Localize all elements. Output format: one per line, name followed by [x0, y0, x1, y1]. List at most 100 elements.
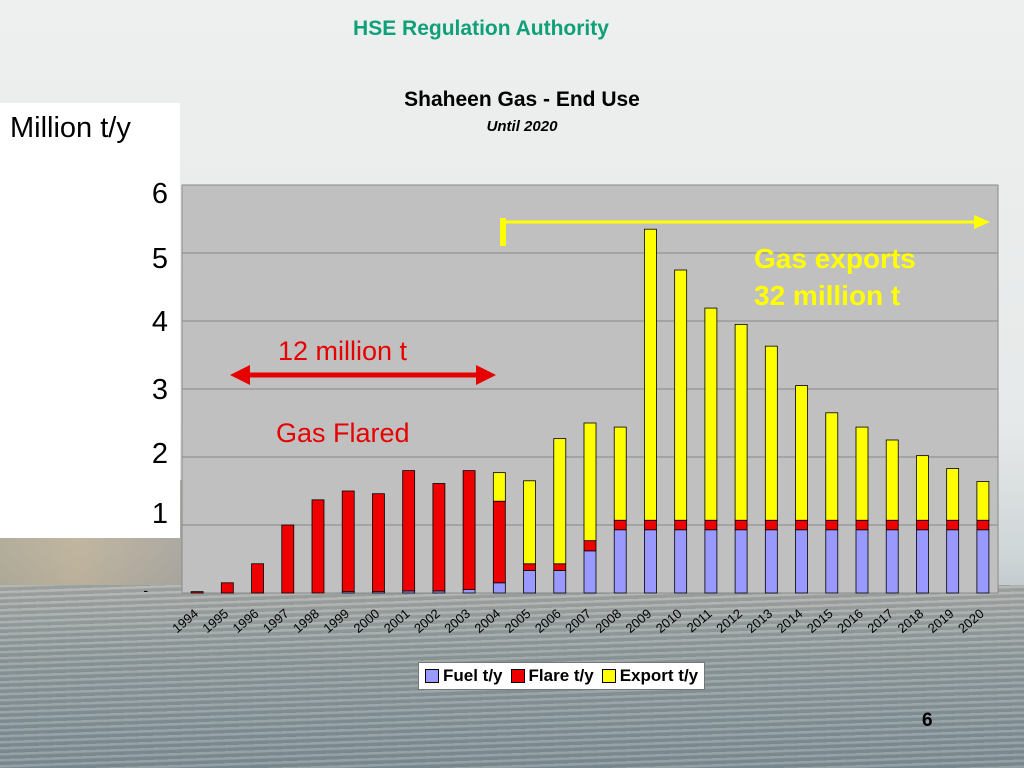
bar-export-2009 — [644, 228, 657, 521]
bar-export-2018 — [916, 455, 929, 521]
x-tick-label: 2007 — [562, 606, 594, 636]
bar-export-2004 — [492, 472, 506, 502]
y-tick-label: 5 — [151, 243, 168, 275]
x-tick-label: 2014 — [774, 606, 806, 636]
bar-fuel-2005 — [523, 570, 536, 594]
x-tick-label: 2002 — [411, 606, 443, 636]
bar-flare-2018 — [916, 519, 929, 531]
export-annotation: Gas exports 32 million t — [754, 240, 916, 314]
y-tick-label: 1 — [151, 498, 168, 530]
bar-flare-2017 — [885, 519, 899, 531]
legend-item-fuel: Fuel t/y — [425, 666, 503, 686]
bar-flare-2004 — [492, 500, 506, 584]
bar-fuel-2004 — [492, 582, 506, 594]
bar-flare-2000 — [372, 493, 385, 593]
y-axis-label: Million t/y — [10, 112, 131, 144]
bar-flare-2014 — [795, 519, 808, 531]
chart-legend: Fuel t/y Flare t/y Export t/y — [418, 662, 706, 690]
flared-range-arrow — [230, 365, 496, 385]
bar-flare-2016 — [855, 519, 869, 531]
x-tick-label: 2006 — [532, 606, 564, 636]
bar-fuel-2014 — [795, 529, 808, 594]
bar-export-2015 — [825, 412, 839, 521]
x-tick-label: 1995 — [199, 606, 231, 636]
bar-fuel-2010 — [674, 529, 688, 594]
x-tick-label: 2000 — [351, 606, 383, 636]
x-tick-label: 2019 — [925, 606, 957, 636]
x-tick-label: 2005 — [502, 606, 534, 636]
x-tick-label: 1997 — [260, 606, 292, 636]
legend-item-export: Export t/y — [601, 666, 698, 686]
y-tick-label: 3 — [151, 374, 168, 406]
bar-flare-2019 — [946, 519, 960, 531]
bar-flare-2007 — [583, 540, 597, 552]
bar-export-2014 — [795, 385, 808, 521]
export-line-1: Gas exports — [754, 243, 916, 274]
bar-fuel-2012 — [734, 529, 748, 594]
legend-swatch-fuel — [425, 669, 439, 683]
bar-export-2016 — [855, 426, 869, 521]
bar-flare-1999 — [341, 490, 355, 593]
bar-fuel-2013 — [764, 529, 778, 594]
flared-label-text: Gas Flared — [276, 418, 410, 448]
bar-export-2010 — [674, 269, 688, 521]
bar-flare-1994 — [190, 591, 204, 594]
bar-export-2020 — [976, 481, 990, 521]
x-tick-label: 2013 — [743, 606, 775, 636]
x-tick-label: 2017 — [864, 606, 896, 636]
y-axis-panel — [0, 103, 180, 538]
bar-fuel-2018 — [916, 529, 929, 594]
x-tick-label: 2004 — [471, 606, 503, 636]
x-tick-label: 2003 — [441, 606, 473, 636]
y-tick-label: 6 — [151, 178, 168, 210]
legend-swatch-flare — [510, 669, 525, 683]
page-number: 6 — [922, 710, 933, 731]
legend-label-fuel: Fuel t/y — [443, 666, 503, 685]
bar-flare-2002 — [432, 483, 446, 592]
bar-flare-2009 — [644, 519, 657, 531]
chart-title: Shaheen Gas - End Use — [404, 88, 640, 111]
bar-export-2008 — [613, 426, 627, 521]
bar-fuel-2016 — [855, 529, 869, 594]
bar-flare-2012 — [734, 519, 748, 531]
bar-export-2017 — [885, 439, 899, 521]
y-tick-label: 4 — [151, 306, 168, 338]
bar-flare-2008 — [613, 519, 627, 531]
chart-subtitle: Until 2020 — [486, 118, 558, 135]
legend-item-flare: Flare t/y — [510, 666, 594, 686]
bar-export-2012 — [734, 323, 748, 521]
bar-flare-1998 — [311, 499, 325, 594]
x-tick-label: 2016 — [834, 606, 866, 636]
y-tick-label: - — [143, 582, 148, 598]
bar-flare-2011 — [704, 519, 718, 531]
x-tick-label: 2015 — [804, 606, 836, 636]
x-tick-label: 2018 — [895, 606, 927, 636]
x-tick-label: 2010 — [653, 606, 685, 636]
flared-amount-text: 12 million t — [278, 336, 408, 366]
legend-swatch-export — [601, 669, 616, 683]
bar-fuel-2015 — [825, 529, 839, 594]
x-tick-label: 1999 — [320, 606, 352, 636]
bar-flare-1996 — [251, 563, 264, 594]
bar-fuel-2011 — [704, 529, 718, 594]
bar-fuel-2009 — [644, 529, 657, 594]
bar-export-2019 — [946, 468, 960, 521]
bar-flare-1995 — [220, 582, 234, 594]
bar-fuel-2019 — [946, 529, 960, 594]
bar-fuel-2007 — [583, 550, 597, 594]
bar-export-2011 — [704, 307, 718, 521]
export-range-arrow — [500, 215, 990, 246]
x-tick-label: 2012 — [713, 606, 745, 636]
x-tick-label: 2001 — [381, 606, 413, 636]
bar-fuel-2020 — [976, 529, 990, 594]
bar-fuel-2017 — [885, 529, 899, 594]
bar-flare-1997 — [281, 524, 295, 594]
bars-group — [190, 228, 990, 594]
x-tick-label: 2009 — [623, 606, 655, 636]
bar-flare-2001 — [402, 470, 416, 592]
y-tick-label: 2 — [151, 438, 168, 470]
x-tick-label: 2011 — [684, 606, 715, 635]
bar-flare-2005 — [523, 563, 536, 571]
bar-flare-2015 — [825, 519, 839, 531]
bar-flare-2013 — [764, 519, 778, 531]
